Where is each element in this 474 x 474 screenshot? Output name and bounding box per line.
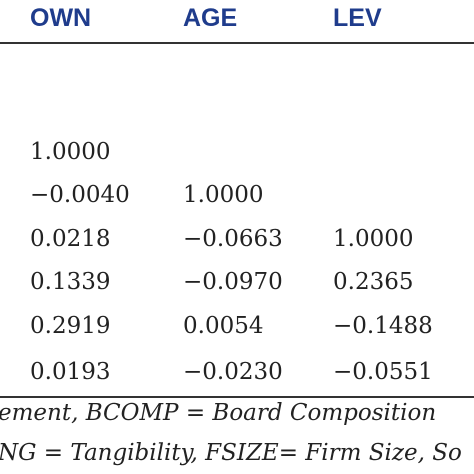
table-cell: 0.0054 [183, 313, 264, 339]
header-rule [0, 42, 474, 44]
table-cell: 0.1339 [30, 269, 111, 295]
footnote: ement, BCOMP = Board Composition [0, 400, 437, 426]
table-cell: 0.0218 [30, 226, 111, 252]
bottom-rule [0, 396, 474, 398]
column-header: AGE [183, 4, 238, 32]
table-cell: −0.1488 [333, 313, 433, 339]
table-cell: 1.0000 [333, 226, 414, 252]
column-header: LEV [333, 4, 382, 32]
table-cell: 1.0000 [183, 182, 264, 208]
table-cell: −0.0663 [183, 226, 283, 252]
column-header: OWN [30, 4, 92, 32]
table-cell: −0.0970 [183, 269, 283, 295]
table-cell: 0.2919 [30, 313, 111, 339]
table-cell: −0.0230 [183, 359, 283, 385]
table-cell: −0.0040 [30, 182, 130, 208]
table-cell: 0.0193 [30, 359, 111, 385]
table-cell: 1.0000 [30, 139, 111, 165]
table-cell: 0.2365 [333, 269, 414, 295]
table-cell: −0.0551 [333, 359, 433, 385]
footnote: NG = Tangibility, FSIZE= Firm Size, So [0, 440, 462, 466]
